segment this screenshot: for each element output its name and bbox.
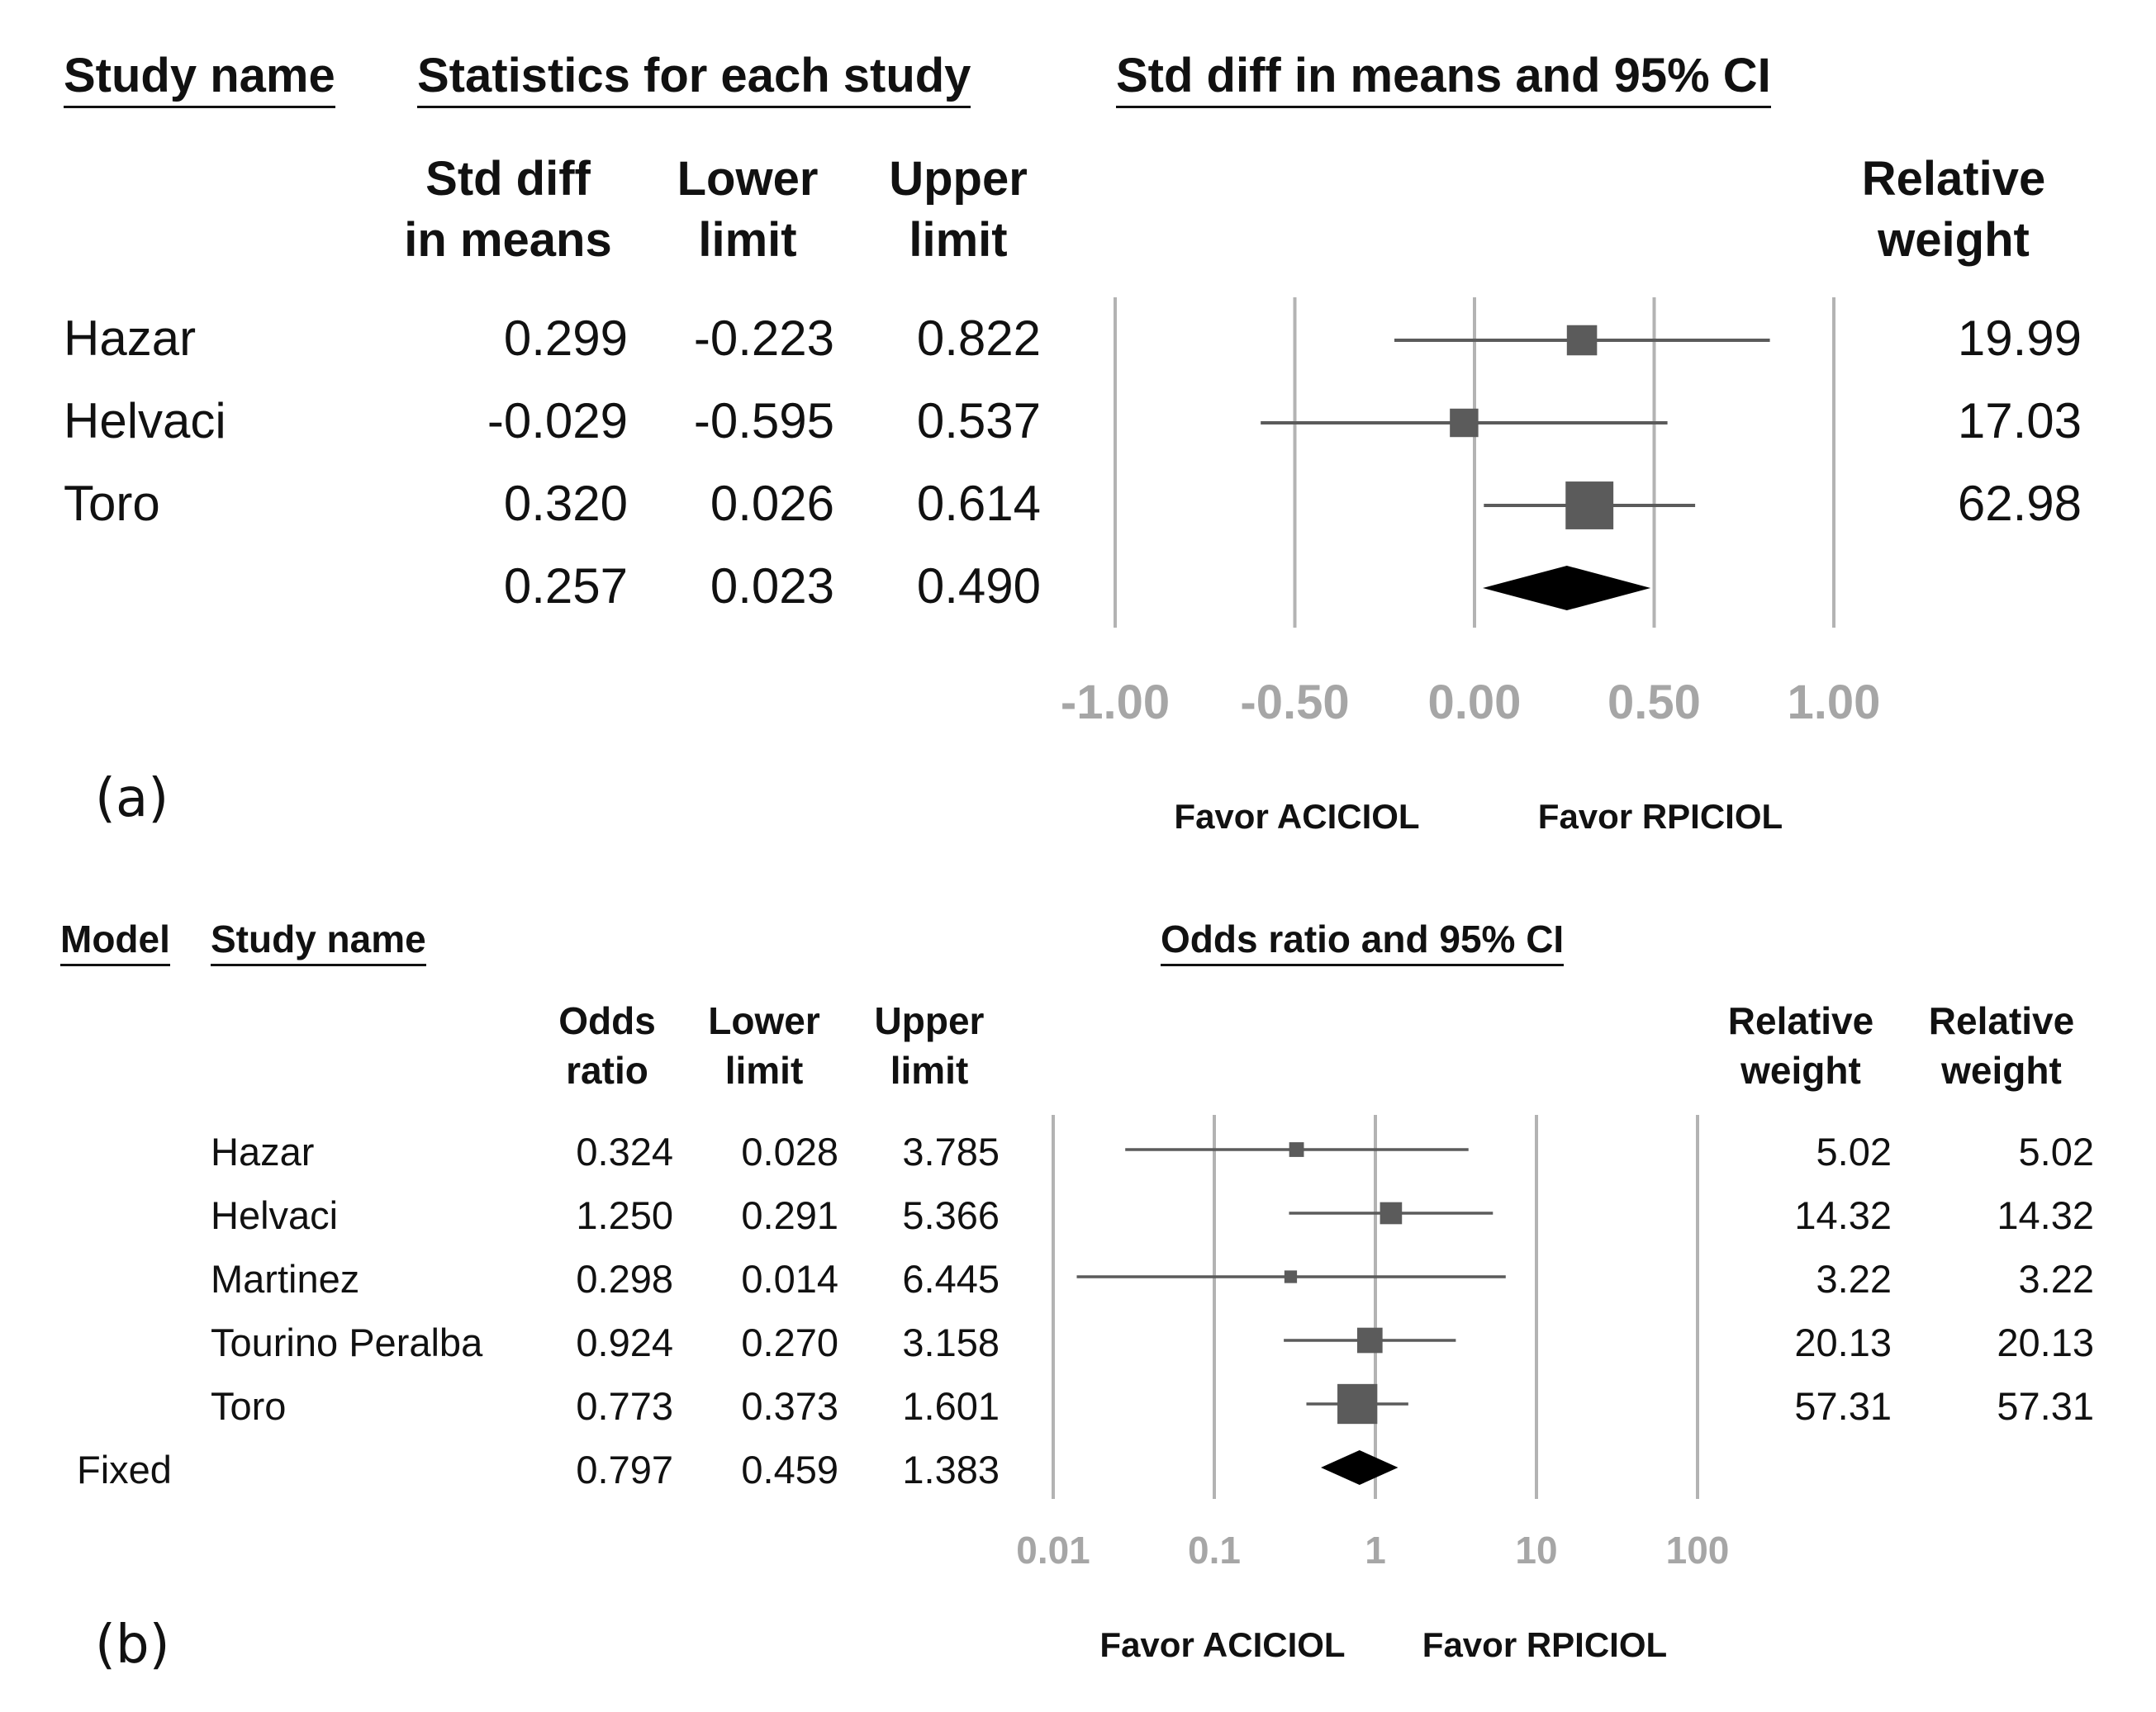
header-plot-title-a: Std diff in means and 95% CI — [1116, 48, 1771, 108]
panel-label-a: (a) — [95, 768, 169, 829]
upper-cell: 3.785 — [902, 1130, 1000, 1174]
estimate-cell: 0.299 — [503, 311, 628, 366]
x-tick-label: -0.50 — [1240, 676, 1349, 729]
favor-left-label-b: Favor ACICIOL — [1099, 1625, 1346, 1664]
summary-estimate-cell: 0.257 — [503, 558, 628, 614]
col-header-weight2-b: Relative weight — [1928, 999, 2075, 1092]
header-model-b: Model — [60, 917, 170, 966]
x-tick-label: 0.50 — [1608, 676, 1701, 729]
study-name-cell: Toro — [211, 1384, 287, 1428]
header-study-name-b: Study name — [211, 917, 426, 966]
x-tick-label: -1.00 — [1061, 676, 1170, 729]
upper-cell: 5.366 — [902, 1193, 1000, 1237]
study-marker — [1565, 481, 1614, 529]
x-tick-label: 100 — [1666, 1529, 1730, 1572]
favor-right-label-b: Favor RPICIOL — [1422, 1625, 1668, 1664]
summary-diamond — [1483, 566, 1651, 610]
header-statistics-a: Statistics for each study — [417, 48, 971, 108]
study-marker — [1566, 325, 1598, 356]
summary-model-cell: Fixed — [77, 1448, 172, 1491]
col-header-estimate-a: Std diff in means — [404, 152, 612, 267]
study-name-cell: Martinez — [211, 1257, 360, 1301]
study-name-cell: Tourino Peralba — [211, 1321, 483, 1364]
header-study-name-a: Study name — [64, 48, 335, 108]
x-tick-label: 10 — [1515, 1529, 1557, 1572]
weight1-cell: 5.02 — [1816, 1130, 1892, 1174]
upper-cell: 6.445 — [902, 1257, 1000, 1301]
favor-right-label-a: Favor RPICIOL — [1537, 797, 1783, 836]
weight-cell: 17.03 — [1957, 393, 2082, 448]
weight2-cell: 5.02 — [2018, 1130, 2094, 1174]
panel-label-b: (b) — [95, 1615, 170, 1676]
summary-lower-cell: 0.459 — [741, 1448, 838, 1491]
weight2-cell: 14.32 — [1997, 1193, 2094, 1237]
study-marker — [1337, 1383, 1378, 1425]
weight1-cell: 20.13 — [1794, 1321, 1892, 1364]
lower-cell: 0.270 — [741, 1321, 838, 1364]
study-marker — [1380, 1202, 1403, 1225]
upper-cell: 0.614 — [916, 476, 1041, 531]
lower-cell: 0.026 — [710, 476, 834, 531]
study-marker — [1289, 1142, 1304, 1157]
study-name-cell: Helvaci — [211, 1193, 339, 1237]
study-marker — [1284, 1270, 1298, 1283]
x-tick-label: 1.00 — [1788, 676, 1881, 729]
estimate-cell: 0.320 — [503, 476, 628, 531]
lower-cell: 0.028 — [741, 1130, 838, 1174]
col-header-weight-a: Relative weight — [1861, 152, 2046, 267]
lower-cell: 0.014 — [741, 1257, 838, 1301]
col-header-upper-a: Upper limit — [889, 152, 1028, 267]
study-name-cell: Helvaci — [64, 393, 226, 448]
estimate-cell: 0.924 — [576, 1321, 673, 1364]
lower-cell: -0.223 — [693, 311, 834, 366]
estimate-cell: 1.250 — [576, 1193, 673, 1237]
weight2-cell: 57.31 — [1997, 1384, 2094, 1428]
upper-cell: 3.158 — [902, 1321, 1000, 1364]
summary-upper-cell: 0.490 — [916, 558, 1041, 614]
summary-upper-cell: 1.383 — [902, 1448, 1000, 1491]
col-header-estimate-b: Odds ratio — [558, 999, 656, 1092]
lower-cell: -0.595 — [693, 393, 834, 448]
favor-left-label-a: Favor ACICIOL — [1174, 797, 1420, 836]
upper-cell: 1.601 — [902, 1384, 1000, 1428]
weight2-cell: 3.22 — [2018, 1257, 2094, 1301]
summary-diamond — [1321, 1450, 1399, 1485]
summary-estimate-cell: 0.797 — [576, 1448, 673, 1491]
x-tick-label: 0.1 — [1188, 1529, 1241, 1572]
lower-cell: 0.373 — [741, 1384, 838, 1428]
x-tick-label: 1 — [1365, 1529, 1386, 1572]
estimate-cell: 0.324 — [576, 1130, 673, 1174]
x-tick-label: 0.01 — [1016, 1529, 1090, 1572]
estimate-cell: 0.773 — [576, 1384, 673, 1428]
study-marker — [1356, 1327, 1383, 1354]
study-name-cell: Hazar — [211, 1130, 315, 1174]
study-name-cell: Toro — [64, 476, 160, 531]
upper-cell: 0.537 — [916, 393, 1041, 448]
col-header-upper-b: Upper limit — [874, 999, 985, 1092]
estimate-cell: 0.298 — [576, 1257, 673, 1301]
col-header-weight1-b: Relative weight — [1727, 999, 1874, 1092]
weight1-cell: 14.32 — [1794, 1193, 1892, 1237]
lower-cell: 0.291 — [741, 1193, 838, 1237]
upper-cell: 0.822 — [916, 311, 1041, 366]
weight1-cell: 3.22 — [1816, 1257, 1892, 1301]
weight-cell: 19.99 — [1957, 311, 2082, 366]
col-header-lower-b: Lower limit — [708, 999, 820, 1092]
header-plot-title-b: Odds ratio and 95% CI — [1161, 917, 1565, 966]
col-header-lower-a: Lower limit — [677, 152, 819, 267]
x-tick-label: 0.00 — [1428, 676, 1522, 729]
estimate-cell: -0.029 — [487, 393, 628, 448]
weight-cell: 62.98 — [1957, 476, 2082, 531]
summary-lower-cell: 0.023 — [710, 558, 834, 614]
weight1-cell: 57.31 — [1794, 1384, 1892, 1428]
study-name-cell: Hazar — [64, 311, 197, 366]
weight2-cell: 20.13 — [1997, 1321, 2094, 1364]
study-marker — [1450, 408, 1479, 438]
